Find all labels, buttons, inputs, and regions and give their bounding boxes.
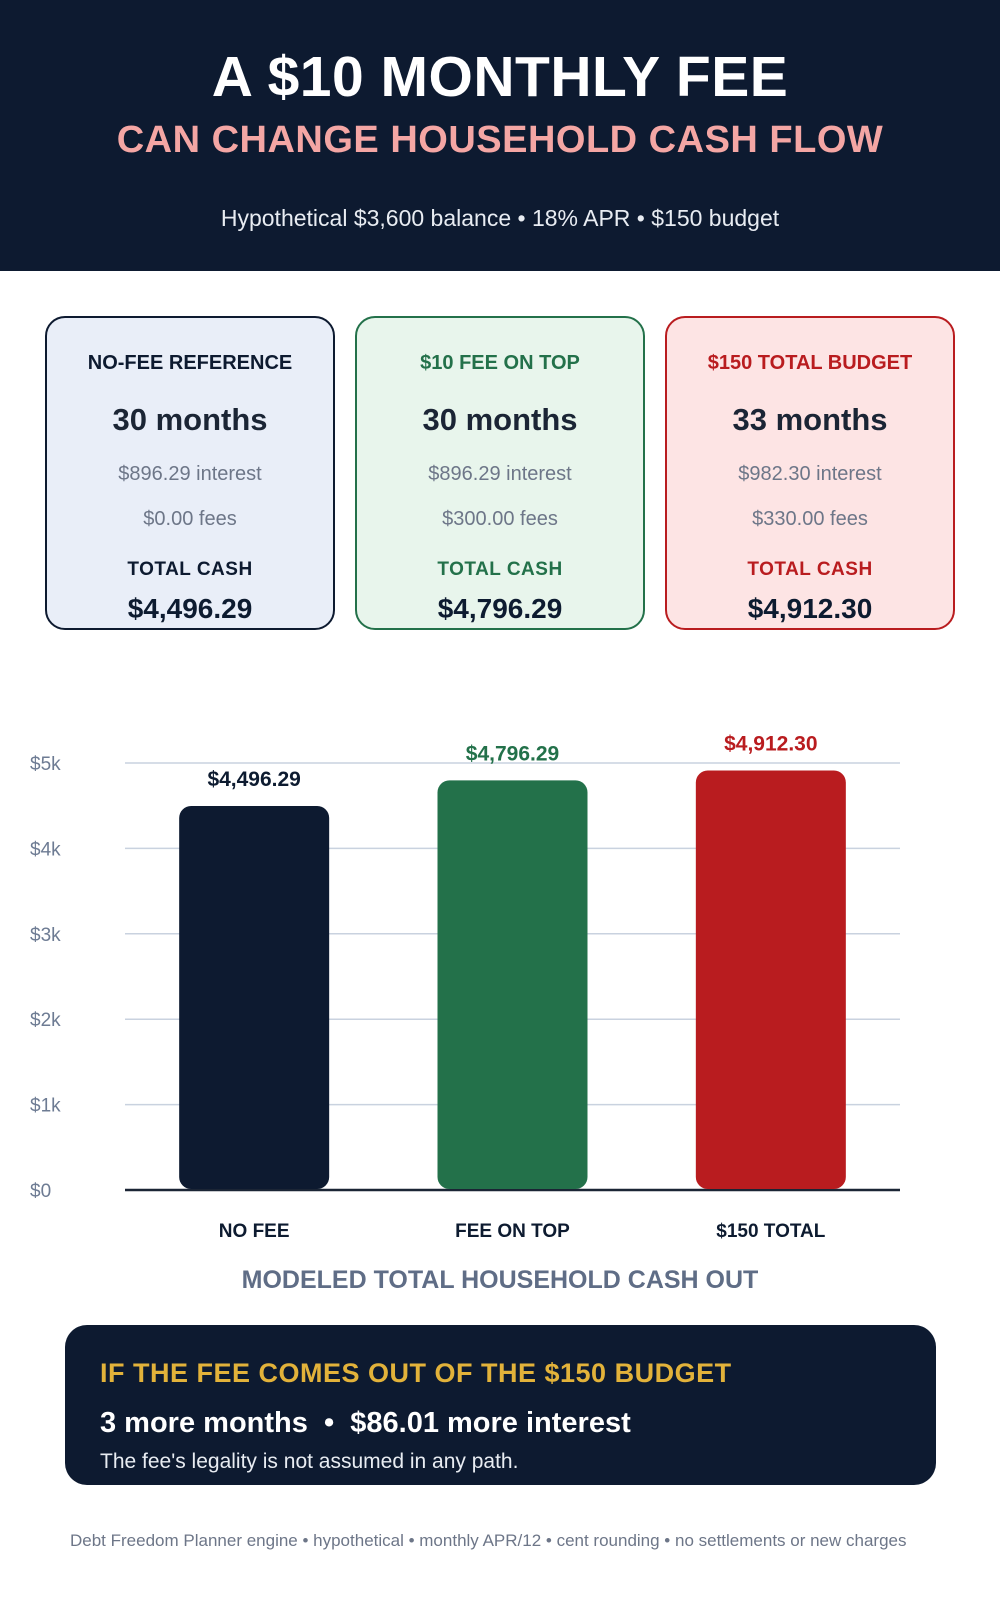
- page-subtitle: CAN CHANGE HOUSEHOLD CASH FLOW: [116, 119, 884, 161]
- y-tick-label: $2k: [30, 1010, 61, 1031]
- card-total-value: $4,796.29: [437, 593, 563, 624]
- bar-value-label: $4,912.30: [724, 732, 817, 755]
- bar-value-label: $4,796.29: [466, 742, 559, 765]
- x-tick-label: $150 TOTAL: [716, 1221, 826, 1242]
- page-title: A $10 MONTHLY FEE: [211, 45, 789, 109]
- header-banner: A $10 MONTHLY FEE CAN CHANGE HOUSEHOLD C…: [0, 0, 1000, 271]
- bar: [437, 780, 588, 1189]
- budget-callout: IF THE FEE COMES OUT OF THE $150 BUDGET …: [65, 1325, 936, 1485]
- card-total-label: TOTAL CASH: [437, 559, 563, 580]
- card-total-budget: $150 TOTAL BUDGET 33 months $982.30 inte…: [665, 316, 955, 630]
- card-total-label: TOTAL CASH: [127, 559, 253, 580]
- card-total-value: $4,912.30: [747, 593, 873, 624]
- card-fee-on-top: $10 FEE ON TOP 30 months $896.29 interes…: [355, 316, 645, 630]
- callout-note: The fee's legality is not assumed in any…: [100, 1450, 519, 1473]
- bar: [695, 770, 846, 1189]
- card-total-label: TOTAL CASH: [747, 559, 873, 580]
- x-tick-label: FEE ON TOP: [455, 1221, 570, 1242]
- y-tick-label: $0: [30, 1181, 51, 1202]
- card-interest: $896.29 interest: [428, 463, 572, 485]
- card-months: 30 months: [112, 402, 268, 437]
- y-tick-label: $1k: [30, 1096, 61, 1117]
- card-months: 30 months: [422, 402, 578, 437]
- card-fees: $0.00 fees: [143, 508, 237, 530]
- scenario-note: Hypothetical $3,600 balance • 18% APR • …: [220, 205, 780, 231]
- callout-heading: IF THE FEE COMES OUT OF THE $150 BUDGET: [100, 1358, 732, 1388]
- card-interest: $982.30 interest: [738, 463, 882, 485]
- card-fees: $330.00 fees: [752, 508, 868, 530]
- callout-summary: 3 more months • $86.01 more interest: [100, 1407, 631, 1439]
- x-axis-title: MODELED TOTAL HOUSEHOLD CASH OUT: [242, 1266, 759, 1294]
- y-tick-label: $5k: [30, 754, 61, 775]
- card-months: 33 months: [732, 402, 888, 437]
- card-heading: NO-FEE REFERENCE: [87, 352, 293, 374]
- card-interest: $896.29 interest: [118, 463, 262, 485]
- y-tick-label: $4k: [30, 839, 61, 860]
- cash-out-bar-chart: $0 $1k $2k $3k $4k $5k $4,496.29 NO FEE $4,796.2…: [30, 732, 900, 1294]
- footer-note: Debt Freedom Planner engine • hypothetic…: [70, 1531, 907, 1550]
- card-total-value: $4,496.29: [127, 593, 253, 624]
- x-tick-label: NO FEE: [219, 1221, 290, 1242]
- card-no-fee-reference: NO-FEE REFERENCE 30 months $896.29 inter…: [45, 316, 335, 630]
- card-heading: $10 FEE ON TOP: [420, 352, 580, 374]
- y-tick-label: $3k: [30, 925, 61, 946]
- card-heading: $150 TOTAL BUDGET: [707, 352, 913, 374]
- bar-value-label: $4,496.29: [207, 768, 300, 791]
- bar: [179, 806, 330, 1189]
- card-fees: $300.00 fees: [442, 508, 558, 530]
